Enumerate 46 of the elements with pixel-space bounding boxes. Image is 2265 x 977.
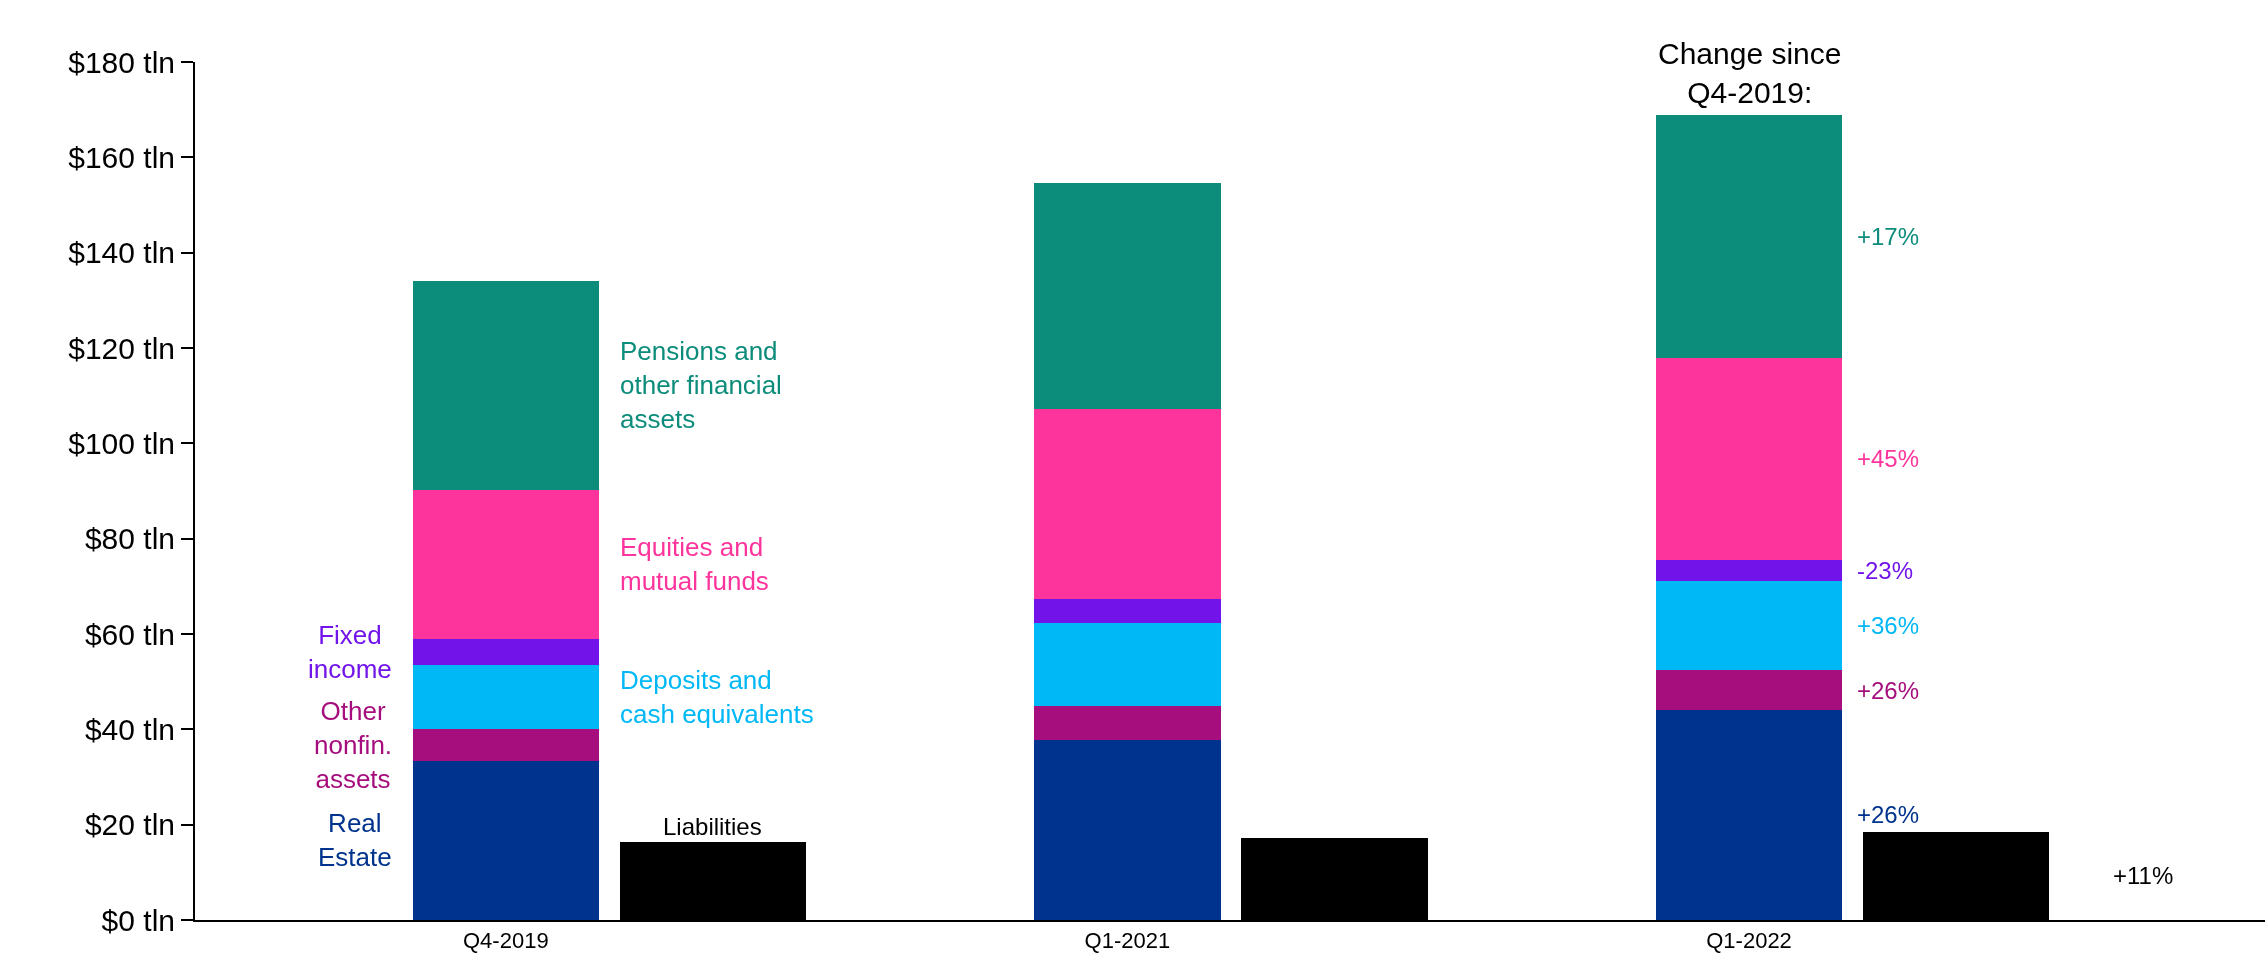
bar [1656, 560, 1842, 581]
bar [1656, 115, 1842, 358]
bar [1034, 183, 1221, 409]
series-label: Liabilities [663, 813, 762, 840]
y-tick-label: $100 tln [68, 426, 175, 460]
bar [413, 281, 599, 490]
annotation: Change since Q4-2019: [1658, 37, 1842, 109]
bar [1656, 358, 1842, 560]
annotation: +11% [2113, 862, 2174, 889]
y-tick-label: $80 tln [84, 522, 175, 556]
y-tick-label: $20 tln [84, 808, 175, 842]
bar [413, 665, 599, 729]
annotation: +17% [1857, 223, 1920, 250]
series-label: Equities and mutual funds [620, 532, 769, 596]
bar [413, 639, 599, 665]
bar [1034, 623, 1221, 706]
bar [413, 729, 599, 761]
bar [1034, 740, 1221, 920]
y-tick-label: $160 tln [68, 140, 175, 174]
annotation: +26% [1857, 801, 1920, 828]
series-label: Other nonfin. assets [314, 696, 393, 794]
annotation: +36% [1857, 612, 1920, 639]
bar [413, 761, 599, 920]
series-label: Deposits and cash equivalents [620, 665, 814, 729]
bar [1034, 409, 1221, 599]
y-tick-label: $180 tln [68, 45, 175, 79]
bar [1034, 599, 1221, 623]
annotation: +45% [1857, 445, 1920, 472]
y-tick-label: $140 tln [68, 236, 175, 270]
x-tick-label: Q1-2021 [1084, 928, 1171, 954]
y-tick-label: $120 tln [68, 331, 175, 365]
x-tick-label: Q1-2022 [1706, 928, 1792, 954]
series-label: Fixed income [308, 620, 392, 684]
bar [1656, 670, 1842, 710]
x-tick-label: Q4-2019 [463, 928, 549, 954]
y-tick-label: $60 tln [84, 617, 175, 651]
bar [1034, 706, 1221, 740]
bar [1656, 581, 1842, 670]
y-tick-label: $0 tln [101, 903, 175, 937]
series-label: Pensions and other financial assets [620, 336, 782, 434]
annotation: -23% [1857, 557, 1914, 584]
bar [1656, 710, 1842, 920]
annotation: +26% [1857, 677, 1920, 704]
series-label: Real Estate [318, 808, 392, 872]
bar [413, 490, 599, 639]
y-tick-label: $40 tln [84, 712, 175, 746]
